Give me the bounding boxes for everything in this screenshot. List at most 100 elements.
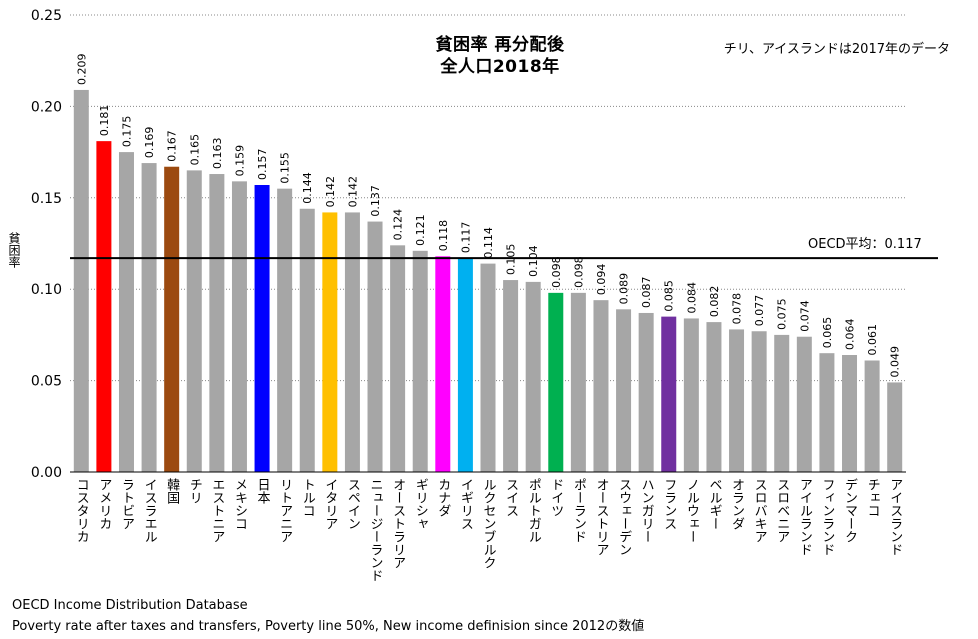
bar — [96, 141, 112, 472]
oecd-average-label: OECD平均：0.117 — [808, 237, 922, 252]
x-tick-label: リトアニア — [277, 478, 292, 543]
data-label: 0.074 — [798, 300, 811, 332]
x-tick-label: フィンランド — [819, 478, 834, 556]
bar — [412, 250, 428, 472]
bar — [186, 170, 202, 472]
data-label: 0.078 — [731, 293, 744, 325]
chart-subtitle: 全人口2018年 — [440, 57, 560, 77]
x-tick-label: スロベニア — [774, 478, 790, 543]
footer-definition: Poverty rate after taxes and transfers, … — [12, 619, 645, 634]
x-tick-label: メキシコ — [232, 478, 247, 530]
bar — [796, 336, 812, 472]
bar — [774, 334, 790, 472]
chart-note: チリ、アイスランドは2017年のデータ — [723, 42, 950, 57]
y-axis-ticks: 0.00 0.05 0.10 0.15 0.20 0.25 — [31, 8, 62, 481]
y-tick-label: 0.00 — [31, 465, 62, 481]
x-tick-label: スロバキア — [752, 478, 768, 543]
data-label: 0.137 — [369, 185, 382, 217]
x-tick-label: ラトビア — [119, 478, 134, 530]
bar — [390, 245, 406, 472]
data-label: 0.167 — [166, 130, 179, 162]
x-tick-label: フランス — [661, 478, 676, 530]
data-label: 0.144 — [301, 172, 314, 204]
x-tick-label: エストニア — [209, 478, 224, 543]
data-label: 0.084 — [685, 282, 698, 314]
y-tick-label: 0.20 — [31, 99, 62, 115]
data-label: 0.175 — [120, 116, 133, 148]
data-label: 0.064 — [844, 319, 857, 351]
bar — [548, 292, 564, 472]
x-tick-label: スウェーデン — [616, 478, 631, 556]
data-label: 0.098 — [572, 256, 585, 288]
x-tick-label: スペイン — [345, 478, 361, 530]
bar — [638, 312, 654, 472]
x-tick-label: スイス — [503, 478, 518, 517]
x-tick-label: オーストラリア — [390, 478, 405, 569]
data-label: 0.121 — [414, 214, 427, 246]
bar — [525, 281, 541, 472]
bar — [887, 382, 903, 472]
bar — [842, 355, 858, 472]
bar — [231, 181, 247, 472]
data-label: 0.117 — [459, 222, 472, 254]
bar — [819, 353, 835, 472]
data-label: 0.049 — [889, 346, 902, 378]
x-tick-label: チェコ — [865, 478, 880, 517]
bar — [593, 300, 609, 472]
bar — [706, 322, 722, 472]
data-label: 0.142 — [346, 176, 359, 208]
value-labels: 0.209 0.181 0.175 0.169 0.167 0.165 0.163 0.159… — [75, 53, 901, 377]
bar — [344, 212, 360, 472]
x-tick-label: 韓国 — [164, 478, 180, 504]
bar — [435, 256, 451, 472]
x-tick-label: アイスランド — [887, 478, 902, 556]
y-tick-label: 0.10 — [31, 282, 62, 298]
x-tick-label: ドイツ — [548, 478, 563, 517]
data-label: 0.165 — [188, 134, 201, 166]
bar — [616, 309, 632, 472]
x-tick-label: ハンガリー — [639, 478, 654, 543]
bar — [570, 292, 586, 472]
bar — [751, 331, 767, 472]
x-tick-label: ニュージーランド — [368, 478, 383, 582]
data-label: 0.087 — [640, 276, 653, 308]
data-label: 0.104 — [527, 245, 540, 277]
data-label: 0.105 — [505, 244, 518, 276]
data-label: 0.065 — [821, 317, 834, 349]
y-tick-label: 0.15 — [31, 191, 62, 207]
data-label: 0.209 — [75, 53, 88, 85]
data-label: 0.181 — [98, 105, 111, 137]
data-label: 0.085 — [663, 280, 676, 312]
bar — [864, 360, 880, 472]
chart-title: 貧困率 再分配後 — [435, 35, 565, 55]
bar — [729, 329, 745, 472]
bar — [503, 280, 519, 472]
data-label: 0.142 — [324, 176, 337, 208]
data-label: 0.082 — [708, 286, 721, 318]
x-tick-label: ポーランド — [571, 478, 586, 543]
bar — [367, 221, 383, 472]
data-label: 0.124 — [392, 209, 405, 241]
bar — [277, 188, 293, 472]
data-label: 0.061 — [866, 324, 879, 356]
bar — [209, 174, 225, 472]
x-axis-labels: コスタリカ アメリカ ラトビア イスラエル 韓国 チリ エストニア メキシコ 日本 リトアニア トル… — [74, 478, 902, 582]
x-tick-label: ベルギー — [706, 478, 722, 530]
data-label: 0.114 — [482, 227, 495, 259]
bar — [141, 163, 157, 472]
bar — [683, 318, 699, 472]
x-tick-label: カナダ — [435, 478, 450, 517]
bar — [661, 316, 677, 472]
x-tick-label: チリ — [187, 478, 202, 504]
data-label: 0.077 — [753, 295, 766, 327]
bars — [73, 89, 903, 472]
bar — [457, 258, 473, 472]
data-label: 0.155 — [279, 152, 292, 184]
bar — [164, 166, 180, 472]
x-tick-label: ポルトガル — [526, 478, 541, 543]
data-label: 0.089 — [618, 273, 631, 305]
gridlines — [70, 14, 906, 382]
x-tick-label: アメリカ — [96, 478, 111, 530]
x-tick-label: オランダ — [729, 478, 744, 530]
